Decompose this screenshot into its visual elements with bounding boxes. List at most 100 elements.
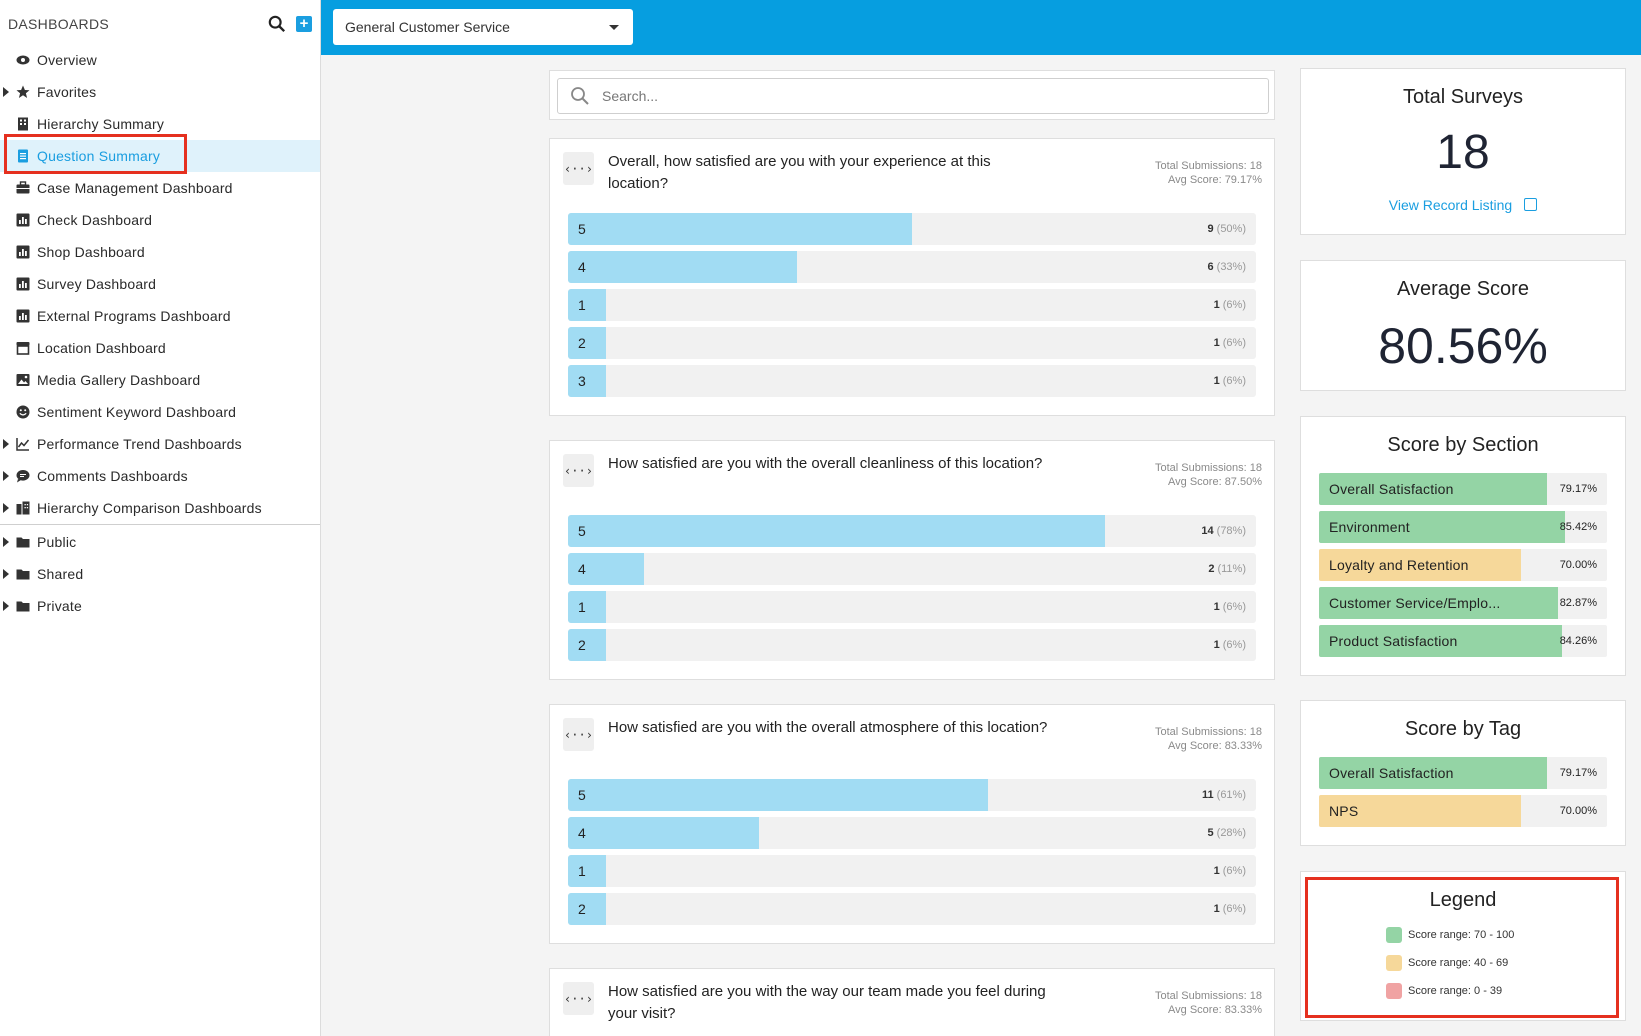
legend-card: Legend Score range: 70 - 100 Score range:… [1300, 871, 1626, 1021]
answer-bar-row[interactable]: 5 14 (78%) [568, 515, 1256, 547]
section-score-row[interactable]: Environment 85.42% [1319, 511, 1607, 543]
sidebar-item-performance-trend-dashboards[interactable]: Performance Trend Dashboards [0, 428, 320, 460]
search-input[interactable]: Search... [557, 78, 1269, 114]
answer-bar-row[interactable]: 4 6 (33%) [568, 251, 1256, 283]
view-record-listing-label: View Record Listing [1388, 197, 1513, 213]
answer-count: 14 (78%) [1201, 525, 1246, 537]
tag-score-value: 79.17% [1559, 767, 1597, 779]
search-panel: Search... [549, 70, 1275, 120]
answer-bar-row[interactable]: 4 2 (11%) [568, 553, 1256, 585]
answer-bar-row[interactable]: 2 1 (6%) [568, 327, 1256, 359]
answer-bar-row[interactable]: 2 1 (6%) [568, 629, 1256, 661]
survey-select[interactable]: General Customer Service [333, 9, 633, 45]
answer-count-value: 1 [1213, 865, 1220, 877]
answer-count: 2 (11%) [1208, 563, 1246, 575]
answer-count: 1 (6%) [1214, 299, 1246, 311]
caret-right-icon[interactable] [3, 569, 9, 579]
avg-score: Avg Score: 79.17% [1168, 174, 1262, 186]
answer-bar-row[interactable]: 5 9 (50%) [568, 213, 1256, 245]
answer-percent: (28%) [1216, 827, 1246, 839]
answer-label: 5 [578, 221, 586, 237]
answer-count-value: 5 [1207, 827, 1214, 839]
sidebar-item-external-programs-dashboard[interactable]: External Programs Dashboard [0, 300, 320, 332]
code-icon[interactable]: ‹··› [563, 718, 594, 751]
question-card: ‹··› How satisfied are you with the way o… [549, 968, 1275, 1036]
sidebar-folder-public[interactable]: Public [0, 526, 320, 558]
caret-right-icon[interactable] [3, 503, 9, 513]
sidebar-item-label: Question Summary [37, 148, 161, 164]
answer-percent: (6%) [1222, 337, 1246, 349]
sidebar-item-question-summary[interactable]: Question Summary [0, 140, 320, 172]
score-by-tag-title: Score by Tag [1404, 718, 1522, 740]
sidebar-item-comments-dashboards[interactable]: Comments Dashboards [0, 460, 320, 492]
answer-count-value: 1 [1213, 639, 1220, 651]
answer-bar-row[interactable]: 1 1 (6%) [568, 591, 1256, 623]
answer-label: 3 [578, 373, 586, 389]
sidebar-item-sentiment-keyword-dashboard[interactable]: Sentiment Keyword Dashboard [0, 396, 320, 428]
search-icon[interactable] [268, 15, 286, 33]
answer-count: 1 (6%) [1214, 375, 1246, 387]
legend-item: Score range: 70 - 100 [1386, 927, 1514, 943]
sidebar-item-case-management-dashboard[interactable]: Case Management Dashboard [0, 172, 320, 204]
image-icon [16, 373, 30, 387]
tag-score-fill [1319, 757, 1547, 789]
answer-bar-row[interactable]: 3 1 (6%) [568, 365, 1256, 397]
answer-count: 9 (50%) [1208, 223, 1246, 235]
answer-bar-row[interactable]: 1 1 (6%) [568, 855, 1256, 887]
sidebar-item-favorites[interactable]: Favorites [0, 76, 320, 108]
section-score-fill [1319, 587, 1558, 619]
sidebar-item-overview[interactable]: Overview [0, 44, 320, 76]
sidebar-folder-private[interactable]: Private [0, 590, 320, 622]
answer-count-value: 9 [1207, 223, 1214, 235]
caret-right-icon[interactable] [3, 87, 9, 97]
sidebar-item-survey-dashboard[interactable]: Survey Dashboard [0, 268, 320, 300]
answer-bar-fill [568, 515, 1105, 547]
answer-bar-fill [568, 629, 606, 661]
answer-bar-row[interactable]: 4 5 (28%) [568, 817, 1256, 849]
code-icon[interactable]: ‹··› [563, 152, 594, 185]
sidebar-item-media-gallery-dashboard[interactable]: Media Gallery Dashboard [0, 364, 320, 396]
caret-right-icon[interactable] [3, 471, 9, 481]
answer-percent: (6%) [1222, 375, 1246, 387]
tag-score-row[interactable]: NPS 70.00% [1319, 795, 1607, 827]
avg-score: Avg Score: 87.50% [1168, 476, 1262, 488]
caret-right-icon[interactable] [3, 439, 9, 449]
legend-swatch [1386, 983, 1402, 999]
view-record-listing-link[interactable]: View Record Listing [1301, 197, 1625, 213]
caret-right-icon[interactable] [3, 601, 9, 611]
answer-bar-row[interactable]: 2 1 (6%) [568, 893, 1256, 925]
add-dashboard-icon[interactable]: + [296, 16, 312, 32]
sidebar-folder-shared[interactable]: Shared [0, 558, 320, 590]
sidebar-item-check-dashboard[interactable]: Check Dashboard [0, 204, 320, 236]
sidebar-item-hierarchy-comparison-dashboards[interactable]: Hierarchy Comparison Dashboards [0, 492, 320, 524]
answer-bar-row[interactable]: 5 11 (61%) [568, 779, 1256, 811]
section-score-row[interactable]: Overall Satisfaction 79.17% [1319, 473, 1607, 505]
score-by-section-title: Score by Section [1387, 434, 1539, 456]
code-icon[interactable]: ‹··› [563, 982, 594, 1015]
total-surveys-title: Total Surveys [1402, 86, 1524, 108]
sidebar-item-hierarchy-summary[interactable]: Hierarchy Summary [0, 108, 320, 140]
section-score-row[interactable]: Loyalty and Retention 70.00% [1319, 549, 1607, 581]
code-icon[interactable]: ‹··› [563, 454, 594, 487]
section-score-label: Environment [1329, 519, 1410, 535]
line-chart-icon [16, 437, 30, 451]
external-link-icon [1524, 198, 1538, 211]
section-score-label: Customer Service/Emplo... [1329, 595, 1501, 611]
sidebar-item-shop-dashboard[interactable]: Shop Dashboard [0, 236, 320, 268]
answer-bar-row[interactable]: 1 1 (6%) [568, 289, 1256, 321]
survey-select-value: General Customer Service [345, 19, 510, 35]
tag-score-row[interactable]: Overall Satisfaction 79.17% [1319, 757, 1607, 789]
answer-label: 2 [578, 901, 586, 917]
answer-count-value: 6 [1207, 261, 1214, 273]
answer-bar-fill [568, 365, 606, 397]
caret-right-icon[interactable] [3, 537, 9, 547]
sidebar-item-location-dashboard[interactable]: Location Dashboard [0, 332, 320, 364]
folder-icon [16, 535, 30, 549]
section-score-row[interactable]: Product Satisfaction 84.26% [1319, 625, 1607, 657]
sidebar-item-label: Shop Dashboard [37, 244, 145, 260]
answer-label: 4 [578, 561, 586, 577]
answer-label: 1 [578, 599, 586, 615]
total-submissions: Total Submissions: 18 [1155, 990, 1262, 1002]
sidebar-item-label: Case Management Dashboard [37, 180, 233, 196]
section-score-row[interactable]: Customer Service/Emplo... 82.87% [1319, 587, 1607, 619]
